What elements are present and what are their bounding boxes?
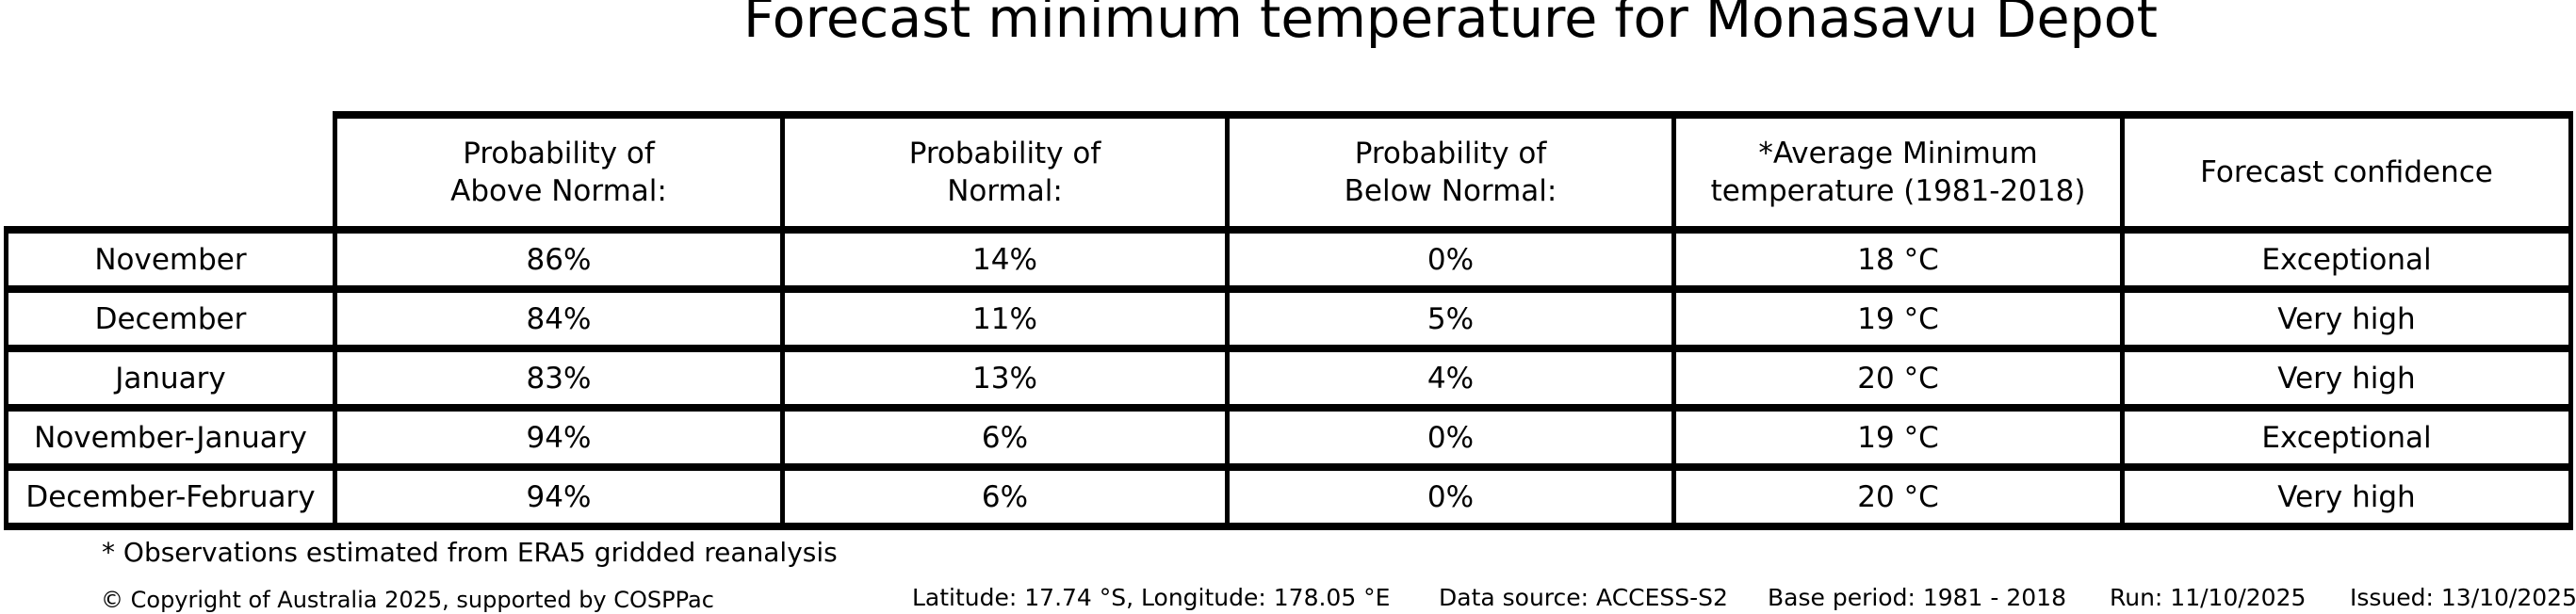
cell-below-normal: 5% bbox=[1225, 285, 1676, 352]
cell-avg-min-temp: 20 °C bbox=[1671, 345, 2125, 412]
figure-title: Forecast minimum temperature for Monasav… bbox=[743, 0, 2158, 50]
cell-above-normal: 94% bbox=[333, 404, 785, 471]
col-header-above-normal: Probability of Above Normal: bbox=[333, 111, 785, 234]
table-header-row: Probability of Above Normal: Probability… bbox=[7, 111, 2573, 234]
col-header-avg-min-temp: *Average Minimum temperature (1981-2018) bbox=[1671, 111, 2125, 234]
cell-forecast-confidence: Very high bbox=[2120, 285, 2573, 352]
col-header-normal: Probability of Normal: bbox=[780, 111, 1230, 234]
cell-above-normal: 83% bbox=[333, 345, 785, 412]
run-date-text: Run: 11/10/2025 bbox=[2110, 584, 2307, 611]
cell-avg-min-temp: 18 °C bbox=[1671, 226, 2125, 293]
row-label: December-February bbox=[4, 463, 337, 530]
cell-below-normal: 4% bbox=[1225, 345, 1676, 412]
row-label: January bbox=[4, 345, 337, 412]
cell-forecast-confidence: Very high bbox=[2120, 345, 2573, 412]
corner-cell bbox=[7, 115, 335, 230]
cell-avg-min-temp: 19 °C bbox=[1671, 285, 2125, 352]
issued-date-text: Issued: 13/10/2025 bbox=[2350, 584, 2576, 611]
cell-forecast-confidence: Exceptional bbox=[2120, 226, 2573, 293]
cell-forecast-confidence: Very high bbox=[2120, 463, 2573, 530]
data-source-text: Data source: ACCESS-S2 bbox=[1439, 584, 1728, 611]
cell-above-normal: 94% bbox=[333, 463, 785, 530]
table-row-november: November 86% 14% 0% 18 °C Exceptional bbox=[4, 226, 2573, 293]
cell-normal: 6% bbox=[780, 463, 1230, 530]
row-label: December bbox=[4, 285, 337, 352]
cell-normal: 11% bbox=[780, 285, 1230, 352]
row-label: November bbox=[4, 226, 337, 293]
cell-normal: 14% bbox=[780, 226, 1230, 293]
cell-avg-min-temp: 19 °C bbox=[1671, 404, 2125, 471]
copyright-text: © Copyright of Australia 2025, supported… bbox=[101, 587, 714, 613]
table-row-december: December 84% 11% 5% 19 °C Very high bbox=[4, 285, 2573, 352]
row-label: November-January bbox=[4, 404, 337, 471]
table-row-january: January 83% 13% 4% 20 °C Very high bbox=[4, 345, 2573, 412]
cell-above-normal: 86% bbox=[333, 226, 785, 293]
forecast-table: Probability of Above Normal: Probability… bbox=[4, 111, 2573, 530]
cell-below-normal: 0% bbox=[1225, 226, 1676, 293]
cell-forecast-confidence: Exceptional bbox=[2120, 404, 2573, 471]
cell-normal: 13% bbox=[780, 345, 1230, 412]
cell-below-normal: 0% bbox=[1225, 463, 1676, 530]
cell-normal: 6% bbox=[780, 404, 1230, 471]
footnote: * Observations estimated from ERA5 gridd… bbox=[102, 537, 838, 568]
table-row-november-january: November-January 94% 6% 0% 19 °C Excepti… bbox=[4, 404, 2573, 471]
col-header-below-normal: Probability of Below Normal: bbox=[1225, 111, 1676, 234]
col-header-forecast-confidence: Forecast confidence bbox=[2120, 111, 2573, 234]
cell-below-normal: 0% bbox=[1225, 404, 1676, 471]
cell-avg-min-temp: 20 °C bbox=[1671, 463, 2125, 530]
base-period-text: Base period: 1981 - 2018 bbox=[1768, 584, 2066, 611]
cell-above-normal: 84% bbox=[333, 285, 785, 352]
location-text: Latitude: 17.74 °S, Longitude: 178.05 °E bbox=[912, 584, 1391, 611]
table-row-december-february: December-February 94% 6% 0% 20 °C Very h… bbox=[4, 463, 2573, 530]
